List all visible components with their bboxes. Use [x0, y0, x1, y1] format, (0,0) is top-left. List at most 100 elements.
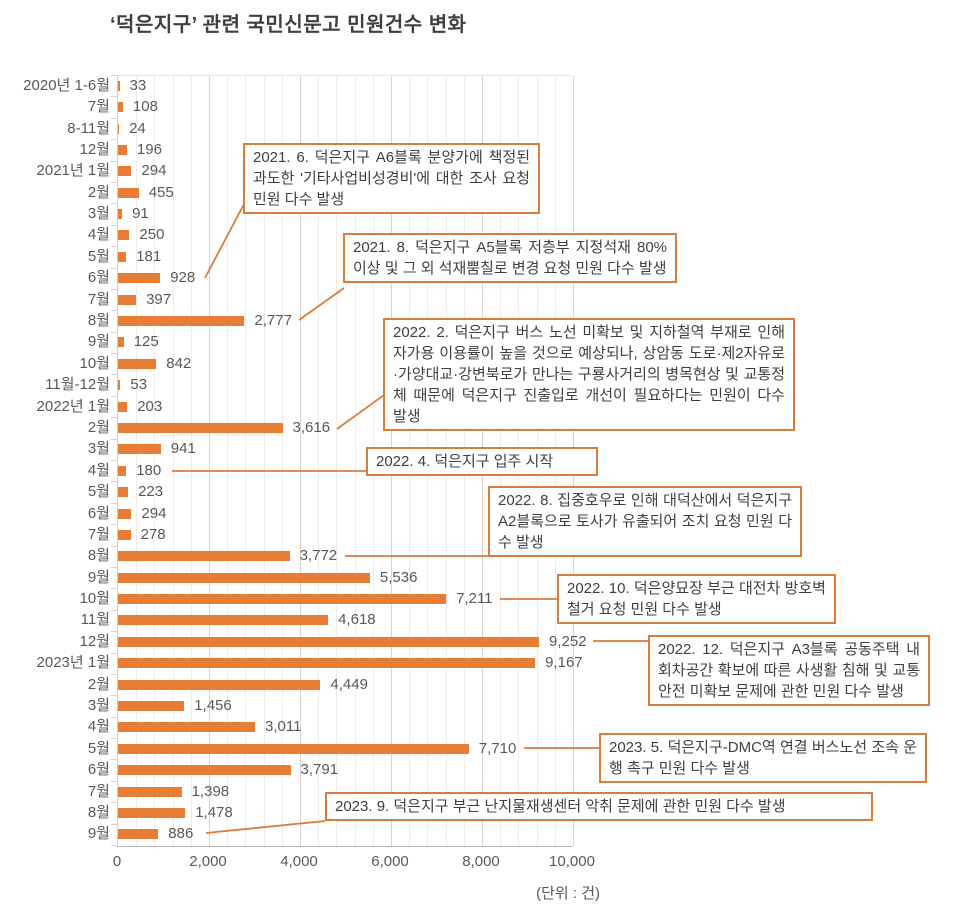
minor-gridline — [281, 76, 283, 846]
category-label: 4월 — [87, 461, 110, 479]
bar — [118, 294, 137, 305]
bar-value-label: 455 — [148, 183, 174, 201]
annotation-box: 2022. 8. 집중호우로 인해 대덕산에서 덕은지구 A2블록으로 토사가 … — [488, 486, 802, 557]
category-label: 8월 — [87, 312, 110, 329]
category-axis-tick — [111, 460, 117, 461]
bar-value-label: 223 — [138, 483, 164, 501]
bar — [118, 102, 123, 113]
bar — [118, 251, 127, 262]
bar-value-label: 928 — [170, 269, 196, 287]
category-axis-tick — [111, 802, 117, 804]
category-axis-tick — [111, 310, 117, 312]
bar — [118, 594, 447, 604]
category-label: 3월 — [87, 440, 110, 458]
minor-gridline — [190, 76, 192, 846]
category-axis-tick — [111, 823, 117, 825]
category-label: 3월 — [87, 205, 110, 222]
bar-value-label: 125 — [133, 333, 159, 351]
category-axis-tick — [111, 438, 117, 440]
category-label: 12월 — [79, 632, 111, 650]
bar-value-label: 3,011 — [265, 718, 302, 736]
category-axis-tick — [111, 631, 117, 633]
category-label: 7월 — [87, 782, 110, 800]
category-label: 9월 — [87, 825, 110, 843]
bar-value-label: 3,791 — [300, 761, 339, 779]
bar-value-label: 1,456 — [194, 697, 232, 714]
chart-title: ‘덕은지구’ 관련 국민신문고 민원건수 변화 — [110, 14, 467, 36]
bar-value-label: 91 — [132, 205, 149, 222]
category-axis-tick — [111, 353, 117, 355]
bar-value-label: 5,536 — [379, 568, 418, 586]
category-axis-tick — [111, 395, 117, 397]
category-axis-tick — [111, 481, 117, 483]
bar — [118, 358, 157, 369]
bar — [118, 487, 129, 498]
bar — [118, 743, 469, 754]
annotation-box: 2023. 5. 덕은지구-DMC역 연결 버스노선 조속 운행 촉구 민원 다… — [599, 733, 927, 783]
unit-label: (단위 : 건) — [536, 885, 600, 902]
bar — [118, 316, 245, 326]
category-label: 2022년 1월 — [36, 397, 110, 415]
bar-value-label: 4,449 — [330, 675, 368, 693]
category-axis-tick — [111, 545, 117, 547]
bar — [118, 679, 321, 690]
category-label: 7월 — [87, 525, 110, 543]
x-axis-tick-label: 6,000 — [371, 853, 409, 870]
bar — [118, 807, 186, 818]
bar-value-label: 53 — [130, 376, 148, 394]
bar — [118, 551, 290, 562]
bar — [118, 465, 127, 476]
category-label: 2021년 1월 — [36, 162, 110, 180]
bar-value-label: 941 — [170, 440, 196, 458]
category-axis-tick — [111, 673, 117, 675]
bar — [118, 166, 132, 177]
category-axis-tick — [111, 588, 117, 590]
category-label: 2월 — [87, 418, 110, 436]
category-label: 9월 — [87, 568, 110, 586]
category-axis-tick — [111, 160, 117, 162]
category-axis-tick — [111, 246, 117, 248]
category-label: 5월 — [87, 739, 110, 757]
x-axis-tick-label: 2,000 — [189, 853, 227, 870]
bar-value-label: 886 — [168, 825, 194, 843]
bar — [118, 337, 124, 348]
bar — [118, 829, 159, 840]
category-axis-tick — [111, 609, 117, 611]
category-label: 8-11월 — [67, 119, 110, 137]
minor-gridline — [136, 76, 138, 846]
category-axis-tick — [111, 267, 117, 269]
category-label: 5월 — [87, 247, 110, 265]
category-axis-tick — [111, 75, 117, 76]
major-gridline — [300, 76, 301, 846]
category-label: 9월 — [87, 333, 110, 351]
bar-value-label: 180 — [136, 461, 162, 479]
category-axis-tick — [111, 524, 117, 526]
bar-value-label: 397 — [146, 290, 172, 308]
category-label: 12월 — [79, 140, 111, 158]
category-label: 2020년 1-6월 — [23, 76, 110, 94]
category-label: 6월 — [87, 269, 110, 287]
category-axis-tick — [111, 181, 117, 183]
bar — [118, 444, 161, 455]
category-label: 5월 — [87, 483, 110, 501]
bar — [118, 529, 131, 540]
bar — [118, 123, 120, 134]
category-axis-tick — [111, 224, 117, 226]
bar-value-label: 842 — [166, 354, 192, 372]
minor-gridline — [227, 76, 229, 846]
category-axis-tick — [111, 288, 117, 290]
category-axis-tick — [111, 139, 117, 141]
category-label: 2월 — [87, 675, 110, 693]
bar — [118, 786, 182, 797]
bar — [118, 765, 291, 776]
annotation-box: 2022. 12. 덕은지구 A3블록 공동주택 내 회차공간 확보에 따른 사… — [648, 635, 930, 706]
minor-gridline — [336, 76, 338, 846]
category-axis-tick — [111, 716, 117, 718]
bar-value-label: 3,772 — [299, 547, 338, 565]
minor-gridline — [354, 76, 356, 846]
bar — [118, 658, 536, 669]
annotation-box: 2022. 4. 덕은지구 입주 시작 — [366, 447, 598, 476]
bar-value-label: 294 — [141, 162, 167, 180]
category-axis-tick — [111, 117, 117, 119]
